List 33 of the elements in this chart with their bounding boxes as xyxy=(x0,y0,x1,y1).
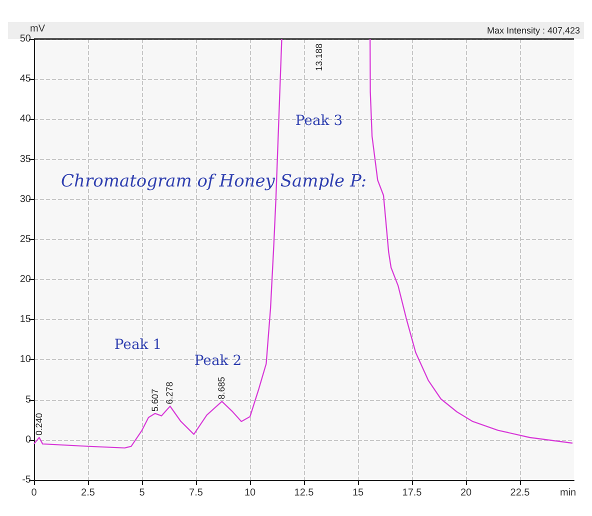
y-tick-label: 40 xyxy=(20,114,32,125)
x-tick-label: 5 xyxy=(139,488,146,498)
annotation: 8.685 xyxy=(216,376,227,400)
x-tick-label: 20 xyxy=(460,488,472,498)
x-tick-label: 7.5 xyxy=(189,488,204,498)
x-tick-label: 17.5 xyxy=(402,488,422,498)
x-tick-label: 15 xyxy=(352,488,364,498)
y-tick-label: 0 xyxy=(25,434,32,446)
y-axis-title: mV xyxy=(30,24,46,35)
y-tick-label: 25 xyxy=(20,234,32,245)
y-tick-label: -5 xyxy=(22,474,32,486)
annotation: Peak 2 xyxy=(194,353,242,369)
y-tick-label: 15 xyxy=(20,314,32,326)
annotation: 0.240 xyxy=(34,412,44,436)
x-axis-title: min xyxy=(560,488,576,498)
y-tick-label: 50 xyxy=(20,34,32,44)
x-tick-label: 12.5 xyxy=(294,488,314,498)
y-tick-label: 45 xyxy=(20,74,32,85)
x-tick-label: 22.5 xyxy=(510,488,530,498)
annotation: 13.188 xyxy=(314,43,324,71)
annotation: Peak 3 xyxy=(295,113,343,129)
x-tick-label: 2.5 xyxy=(81,488,96,498)
y-tick-label: 5 xyxy=(25,394,32,406)
text: Chromatogram of Honey Sample P: xyxy=(61,172,367,192)
annotation: 6.278 xyxy=(164,382,175,404)
y-tick-label: 10 xyxy=(20,354,32,366)
y-tick-label: 20 xyxy=(20,274,32,286)
y-tick-label: 30 xyxy=(20,194,32,205)
y-tick-label: 35 xyxy=(20,154,32,165)
text: Max Intensity : 407,423 xyxy=(486,26,580,36)
annotation: Peak 1 xyxy=(114,337,162,353)
annotation: 5.607 xyxy=(150,388,160,412)
x-tick-label: 10 xyxy=(244,488,256,498)
